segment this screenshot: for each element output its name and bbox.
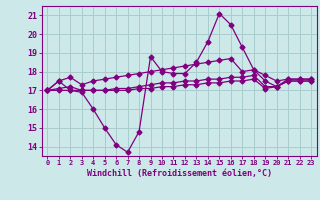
X-axis label: Windchill (Refroidissement éolien,°C): Windchill (Refroidissement éolien,°C): [87, 169, 272, 178]
